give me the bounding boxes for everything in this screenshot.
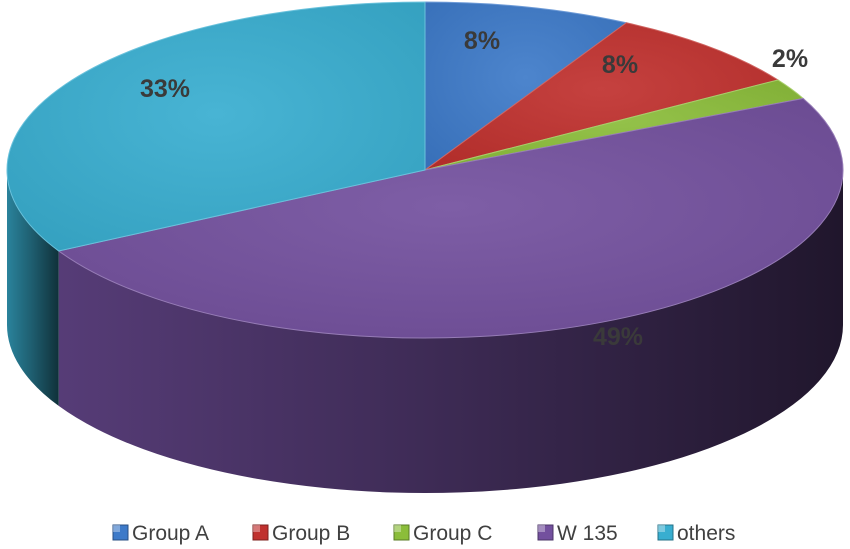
pie-sides <box>7 170 844 493</box>
legend-item-w-135: W 135 <box>537 522 618 545</box>
pie-slice-others <box>6 1 426 252</box>
legend-item-others: others <box>657 522 735 545</box>
pie-top-faces <box>6 1 844 339</box>
legend-label-w-135: W 135 <box>557 522 618 545</box>
data-label-w-135: 49% <box>593 323 643 351</box>
pie-slice-group-a <box>424 1 628 171</box>
legend-swatch-highlight <box>658 525 665 532</box>
legend-swatch-highlight <box>113 525 120 532</box>
pie-side-others <box>7 170 59 406</box>
legend-label-group-c: Group C <box>413 522 492 545</box>
legend-swatch-group-c <box>393 524 410 541</box>
legend-item-group-b: Group B <box>252 522 350 545</box>
legend-swatch-group-b <box>252 524 269 541</box>
legend-label-group-b: Group B <box>272 522 350 545</box>
legend-label-group-a: Group A <box>132 522 209 545</box>
pie-side-w-135 <box>58 170 844 493</box>
legend-label-others: others <box>677 522 735 545</box>
data-label-group-a: 8% <box>464 27 500 55</box>
legend-swatch-others <box>657 524 674 541</box>
legend: Group A Group B Group C W 135 others <box>112 522 735 545</box>
pie-slice-w-135 <box>57 97 844 339</box>
legend-item-group-a: Group A <box>112 522 209 545</box>
legend-item-group-c: Group C <box>393 522 492 545</box>
legend-swatch-highlight <box>253 525 260 532</box>
legend-swatch-highlight <box>538 525 545 532</box>
data-label-others: 33% <box>140 75 190 103</box>
data-label-group-c: 2% <box>772 45 808 73</box>
legend-swatch-w-135 <box>537 524 554 541</box>
data-labels: 8% 8% 2% 49% 33% <box>140 27 808 351</box>
legend-swatch-group-a <box>112 524 129 541</box>
data-label-group-b: 8% <box>602 51 638 79</box>
legend-swatch-highlight <box>394 525 401 532</box>
pie-slice-group-b <box>424 22 780 171</box>
